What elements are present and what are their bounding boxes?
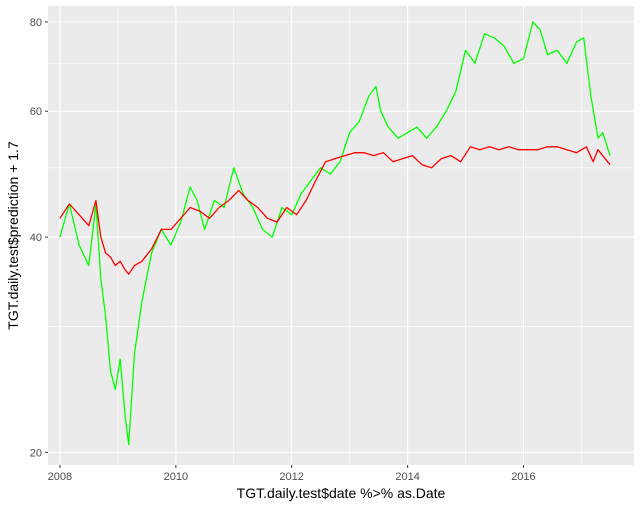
y-tick-label: 20 xyxy=(30,447,42,459)
x-tick-label: 2012 xyxy=(279,471,303,483)
x-axis: 2008 2010 2012 2014 2016 xyxy=(48,465,536,483)
y-axis: 20 40 60 80 xyxy=(30,17,48,459)
series-line-green xyxy=(59,21,611,446)
series-line-red xyxy=(59,146,611,275)
minor-gridlines xyxy=(48,6,634,465)
plot-panel xyxy=(48,6,634,465)
series-layer xyxy=(59,21,611,446)
x-tick-label: 2008 xyxy=(48,471,72,483)
x-tick-label: 2016 xyxy=(511,471,535,483)
y-tick-label: 60 xyxy=(30,106,42,118)
x-axis-title: TGT.daily.test$date %>% as.Date xyxy=(237,485,446,501)
x-tick-label: 2014 xyxy=(395,471,419,483)
y-tick-label: 40 xyxy=(30,232,42,244)
y-tick-label: 80 xyxy=(30,17,42,29)
x-tick-label: 2010 xyxy=(164,471,188,483)
y-axis-title: TGT.daily.test$prediction + 1.7 xyxy=(5,141,21,330)
